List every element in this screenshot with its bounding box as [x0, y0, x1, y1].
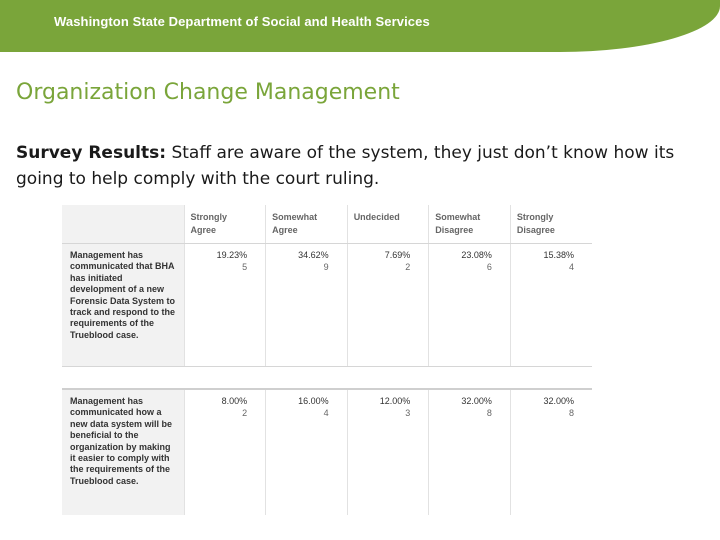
answer-percent: 23.08% — [461, 250, 492, 260]
header-banner: Washington State Department of Social an… — [0, 0, 720, 52]
survey-results-text: Survey Results: Staff are aware of the s… — [16, 140, 706, 192]
answer-cell: 34.62% 9 — [265, 243, 348, 367]
answer-cell: 8.00% 2 — [183, 388, 266, 515]
answer-cell: 19.23% 5 — [183, 243, 266, 367]
survey-table-1: Strongly Agree Somewhat Agree Undecided So… — [62, 205, 592, 367]
answer-cell: 15.38% 4 — [509, 243, 592, 367]
survey-question-row: Management has communicated how a new da… — [62, 388, 592, 515]
answer-count: 2 — [242, 408, 248, 418]
answer-percent: 19.23% — [216, 250, 248, 260]
survey-results-summary: Staff are aware of the system, they just… — [16, 143, 675, 189]
survey-results-label: Survey Results: — [16, 143, 167, 163]
answer-cell: 32.00% 8 — [428, 388, 511, 515]
answer-percent: 16.00% — [298, 396, 329, 406]
answer-cell: 16.00% 4 — [265, 388, 348, 515]
answer-cell: 23.08% 6 — [428, 243, 511, 367]
answer-percent: 32.00% — [543, 396, 574, 406]
answer-percent: 15.38% — [543, 250, 574, 260]
answer-count: 8 — [568, 408, 574, 418]
header-somewhat-disagree: Somewhat Disagree — [428, 205, 511, 244]
header-blank-cell — [62, 205, 184, 244]
answer-count: 9 — [323, 262, 329, 272]
header-somewhat-agree: Somewhat Agree — [265, 205, 348, 244]
header-strongly-disagree: Strongly Disagree — [509, 205, 592, 244]
answer-cell: 7.69% 2 — [346, 243, 429, 367]
question-label: Management has communicated that BHA has… — [62, 243, 184, 367]
header-undecided: Undecided — [346, 205, 429, 244]
answer-count: 4 — [323, 408, 329, 418]
answer-count: 4 — [568, 262, 574, 272]
answer-percent: 7.69% — [384, 250, 411, 260]
answer-cell: 12.00% 3 — [346, 388, 429, 515]
answer-count: 2 — [405, 262, 411, 272]
answer-cell: 32.00% 8 — [509, 388, 592, 515]
answer-percent: 32.00% — [461, 396, 492, 406]
answer-percent: 34.62% — [298, 250, 329, 260]
slide-title: Organization Change Management — [16, 80, 400, 105]
answer-count: 3 — [405, 408, 411, 418]
answer-count: 8 — [486, 408, 492, 418]
department-title: Washington State Department of Social an… — [54, 14, 430, 29]
survey-header-row: Strongly Agree Somewhat Agree Undecided So… — [62, 205, 592, 244]
survey-table-2: Management has communicated how a new da… — [62, 388, 592, 515]
answer-count: 6 — [486, 262, 492, 272]
header-strongly-agree: Strongly Agree — [183, 205, 266, 244]
answer-percent: 8.00% — [221, 396, 248, 406]
survey-question-row: Management has communicated that BHA has… — [62, 243, 592, 367]
answer-count: 5 — [242, 262, 248, 272]
answer-percent: 12.00% — [379, 396, 411, 406]
question-label: Management has communicated how a new da… — [62, 388, 184, 515]
